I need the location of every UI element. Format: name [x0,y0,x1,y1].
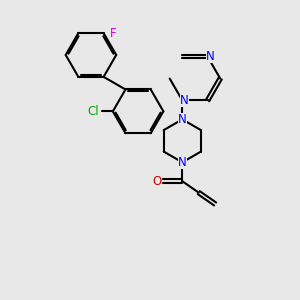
Text: Cl: Cl [88,105,100,118]
Text: N: N [180,94,189,107]
Text: N: N [178,113,187,126]
Text: F: F [110,27,116,40]
Text: N: N [178,156,187,169]
Text: O: O [153,175,162,188]
Text: N: N [206,50,214,63]
